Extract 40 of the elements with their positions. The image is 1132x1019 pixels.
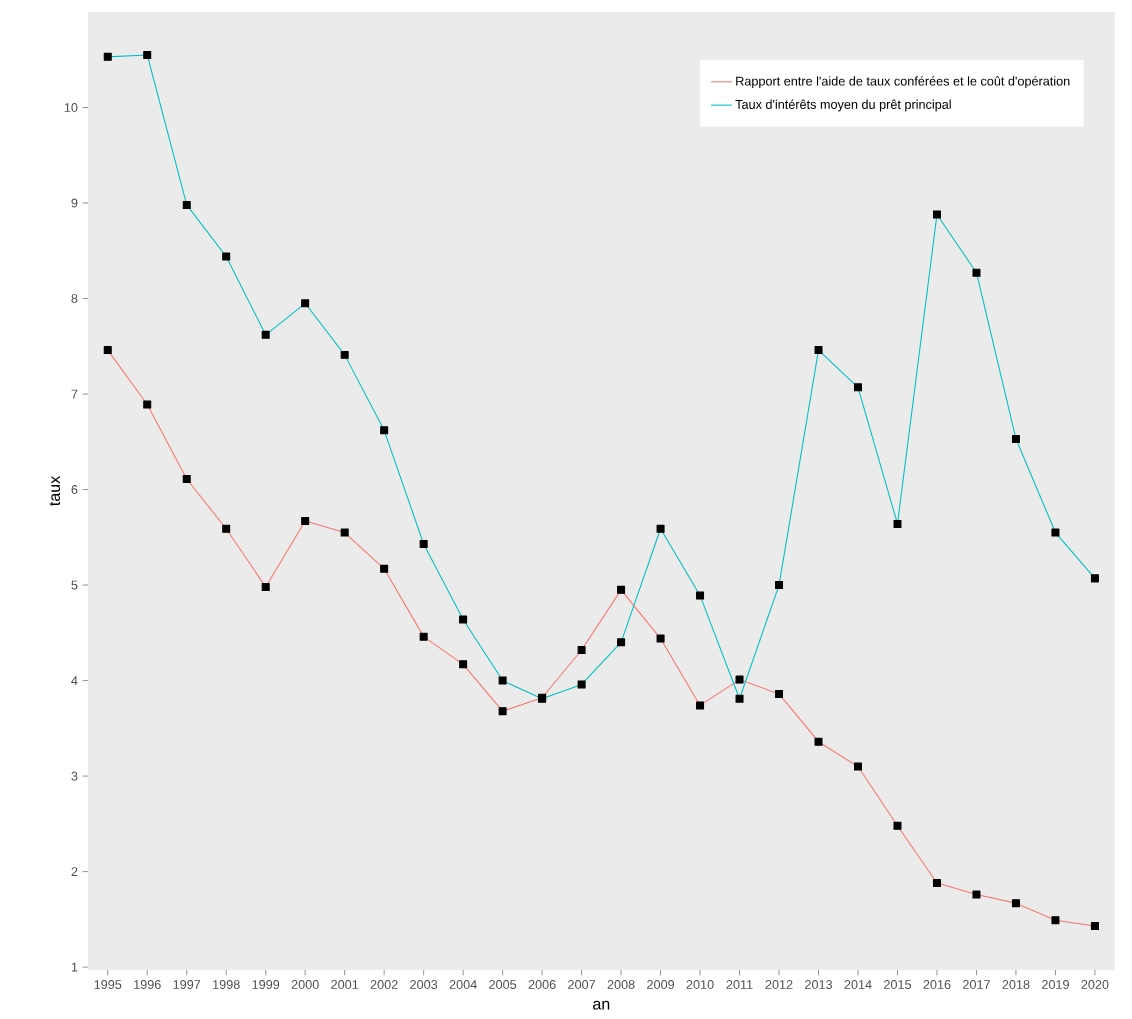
- y-tick-label: 4: [71, 676, 78, 685]
- x-tick-label: 2013: [805, 980, 833, 989]
- y-tick-label: 10: [64, 103, 78, 112]
- x-tick-label: 2001: [331, 980, 359, 989]
- y-tick-label: 7: [71, 389, 78, 399]
- y-tick-label: 8: [71, 294, 78, 304]
- x-tick-label: 1995: [94, 980, 122, 989]
- x-tick-label: 2016: [923, 980, 951, 989]
- x-tick-label: 1998: [213, 980, 240, 989]
- x-tick-label: 2004: [449, 980, 477, 989]
- x-tick-label: 2009: [647, 980, 675, 989]
- x-tick-label: 1996: [134, 980, 161, 989]
- x-tick-label: 1997: [173, 980, 201, 989]
- y-axis-title: taux: [49, 476, 61, 506]
- y-tick-label: 3: [71, 771, 78, 781]
- x-tick-label: 2014: [844, 980, 872, 989]
- x-tick-label: 2008: [607, 980, 635, 989]
- x-tick-label: 2019: [1041, 980, 1069, 989]
- x-tick-label: 2010: [686, 980, 714, 989]
- y-tick-label: 2: [71, 867, 78, 877]
- legend-label: Rapport entre l'aide de taux conférées et le coût d'opération: [736, 76, 1070, 89]
- x-tick-label: 2011: [726, 980, 753, 989]
- y-tick-label: 6: [71, 485, 78, 495]
- x-tick-label: 2005: [489, 980, 517, 989]
- y-tick-label: 9: [71, 198, 78, 208]
- x-tick-label: 2012: [765, 980, 793, 989]
- x-tick-label: 2020: [1081, 980, 1109, 989]
- x-tick-label: 2000: [291, 980, 319, 989]
- x-tick-label: 2017: [963, 980, 990, 989]
- x-tick-label: 1999: [252, 980, 280, 989]
- y-tick-label: 5: [71, 580, 78, 590]
- legend-label: Taux d'intérêts moyen du prêt principal: [735, 99, 951, 112]
- x-tick-label: 2015: [884, 980, 912, 989]
- y-tick-label: 1: [71, 962, 78, 972]
- x-tick-label: 2003: [410, 980, 438, 989]
- x-tick-label: 2006: [528, 980, 556, 989]
- x-axis-title: an: [593, 1000, 610, 1010]
- x-tick-label: 2002: [370, 980, 398, 989]
- x-tick-label: 2018: [1002, 980, 1030, 989]
- x-tick-label: 2007: [568, 980, 596, 989]
